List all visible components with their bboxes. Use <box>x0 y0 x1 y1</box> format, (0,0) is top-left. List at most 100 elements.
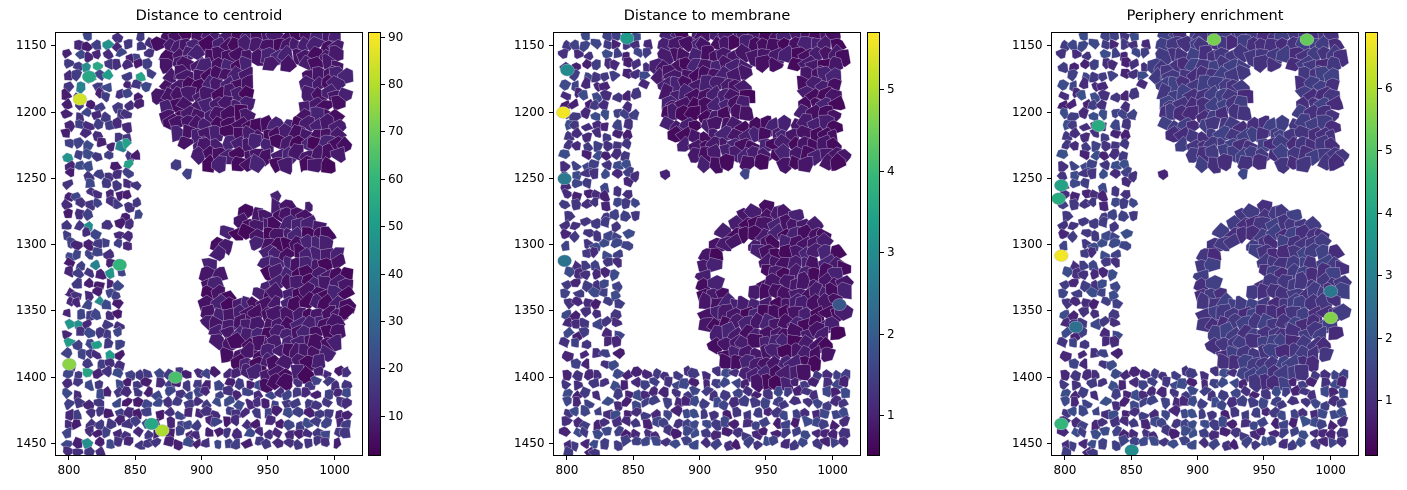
panel-title: Distance to membrane <box>623 8 791 24</box>
colorbar-tick-label: 60 <box>388 171 404 186</box>
x-tick-label: 800 <box>1053 463 1077 477</box>
colorbar-tick-label: 3 <box>887 245 895 260</box>
y-tick-label: 1450 <box>16 435 47 450</box>
y-tick-mark <box>51 244 55 245</box>
y-tick-mark <box>549 45 553 47</box>
y-tick-mark <box>51 177 55 179</box>
colorbar-tick-mark <box>880 89 884 91</box>
colorbar-tick-mark <box>1378 275 1382 277</box>
cell-map <box>60 33 357 455</box>
x-tick-mark <box>632 456 634 460</box>
colorbar-tick-label: 1 <box>887 408 895 423</box>
colorbar-tick-mark <box>1378 399 1382 401</box>
y-tick-label: 1300 <box>514 237 545 251</box>
y-tick-mark <box>51 45 55 47</box>
x-tick-label: 1000 <box>817 463 848 477</box>
y-tick-label: 1200 <box>514 104 545 119</box>
colorbar-tick-mark <box>381 84 385 86</box>
colorbar <box>368 32 381 456</box>
y-tick-mark <box>549 442 553 444</box>
y-tick-mark <box>549 244 553 245</box>
x-tick-mark <box>1064 456 1066 460</box>
colorbar-tick-label: 40 <box>388 266 404 281</box>
colorbar-tick-mark <box>381 368 385 370</box>
x-tick-label: 850 <box>621 463 645 477</box>
y-tick-label: 1300 <box>1012 237 1043 251</box>
x-tick-label: 850 <box>1119 463 1143 477</box>
colorbar-tick-label: 1 <box>1385 392 1393 407</box>
y-tick-label: 1400 <box>1012 369 1043 384</box>
colorbar-tick-label: 80 <box>388 77 404 92</box>
colorbar-tick-mark <box>880 170 884 172</box>
colorbar-tick-label: 3 <box>1385 268 1393 283</box>
y-tick-mark <box>51 111 55 113</box>
x-tick-label: 1000 <box>1315 463 1346 477</box>
colorbar-tick-label: 90 <box>388 29 404 44</box>
y-tick-label: 1350 <box>1012 303 1043 318</box>
colorbar-tick-label: 5 <box>887 82 895 97</box>
y-tick-mark <box>1047 111 1051 113</box>
y-tick-label: 1150 <box>514 38 545 53</box>
y-tick-mark <box>1047 45 1051 47</box>
x-tick-label: 850 <box>123 463 147 477</box>
colorbar-tick-label: 4 <box>1385 205 1393 220</box>
x-tick-mark <box>1130 456 1132 460</box>
colorbar-tick-mark <box>381 36 385 38</box>
x-tick-mark <box>1197 456 1199 460</box>
y-tick-label: 1250 <box>514 170 545 185</box>
colorbar-tick-mark <box>381 226 385 228</box>
y-tick-label: 1350 <box>514 303 545 318</box>
y-tick-mark <box>1047 177 1051 179</box>
colorbar-tick-mark <box>381 320 385 322</box>
x-tick-mark <box>333 456 335 460</box>
y-tick-label: 1450 <box>514 435 545 450</box>
colorbar-tick-mark <box>1378 337 1382 339</box>
y-tick-mark <box>549 310 553 312</box>
colorbar-tick-mark <box>381 178 385 180</box>
colorbar-tick-label: 5 <box>1385 143 1393 158</box>
panel-title: Periphery enrichment <box>1126 8 1284 24</box>
y-tick-mark <box>51 376 55 378</box>
cell-map <box>556 33 855 455</box>
colorbar-tick-label: 2 <box>887 326 895 341</box>
x-tick-label: 900 <box>688 463 712 477</box>
y-tick-mark <box>51 442 55 444</box>
colorbar <box>1365 32 1378 456</box>
colorbar-tick-label: 30 <box>388 313 404 328</box>
x-tick-mark <box>566 456 568 460</box>
panel-title: Distance to centroid <box>135 8 283 24</box>
plot-area <box>553 32 861 456</box>
x-tick-mark <box>201 456 203 460</box>
colorbar-tick-label: 70 <box>388 124 404 139</box>
colorbar-tick-label: 6 <box>1385 81 1393 96</box>
x-tick-label: 900 <box>1186 463 1210 477</box>
y-tick-mark <box>549 376 553 378</box>
y-tick-label: 1400 <box>514 369 545 384</box>
colorbar-tick-mark <box>880 415 884 417</box>
colorbar-tick-mark <box>1378 212 1382 214</box>
y-tick-mark <box>1047 442 1051 444</box>
x-tick-mark <box>765 456 767 460</box>
y-tick-label: 1150 <box>16 38 47 53</box>
x-tick-mark <box>831 456 833 460</box>
x-tick-mark <box>267 456 269 460</box>
y-tick-mark <box>549 111 553 113</box>
x-tick-mark <box>134 456 136 460</box>
x-tick-label: 950 <box>256 463 280 477</box>
cell-map <box>1052 33 1353 455</box>
colorbar-tick-mark <box>381 131 385 133</box>
x-tick-mark <box>1329 456 1331 460</box>
colorbar-tick-mark <box>1378 88 1382 90</box>
y-tick-label: 1350 <box>16 303 47 318</box>
y-tick-label: 1450 <box>1012 435 1043 450</box>
colorbar-tick-mark <box>381 415 385 417</box>
y-tick-mark <box>1047 244 1051 245</box>
y-tick-label: 1200 <box>16 104 47 119</box>
y-tick-mark <box>1047 376 1051 378</box>
x-tick-mark <box>699 456 701 460</box>
y-tick-label: 1250 <box>16 170 47 185</box>
colorbar-tick-mark <box>880 333 884 335</box>
x-tick-mark <box>68 456 70 460</box>
x-tick-mark <box>1263 456 1265 460</box>
y-tick-mark <box>51 310 55 312</box>
